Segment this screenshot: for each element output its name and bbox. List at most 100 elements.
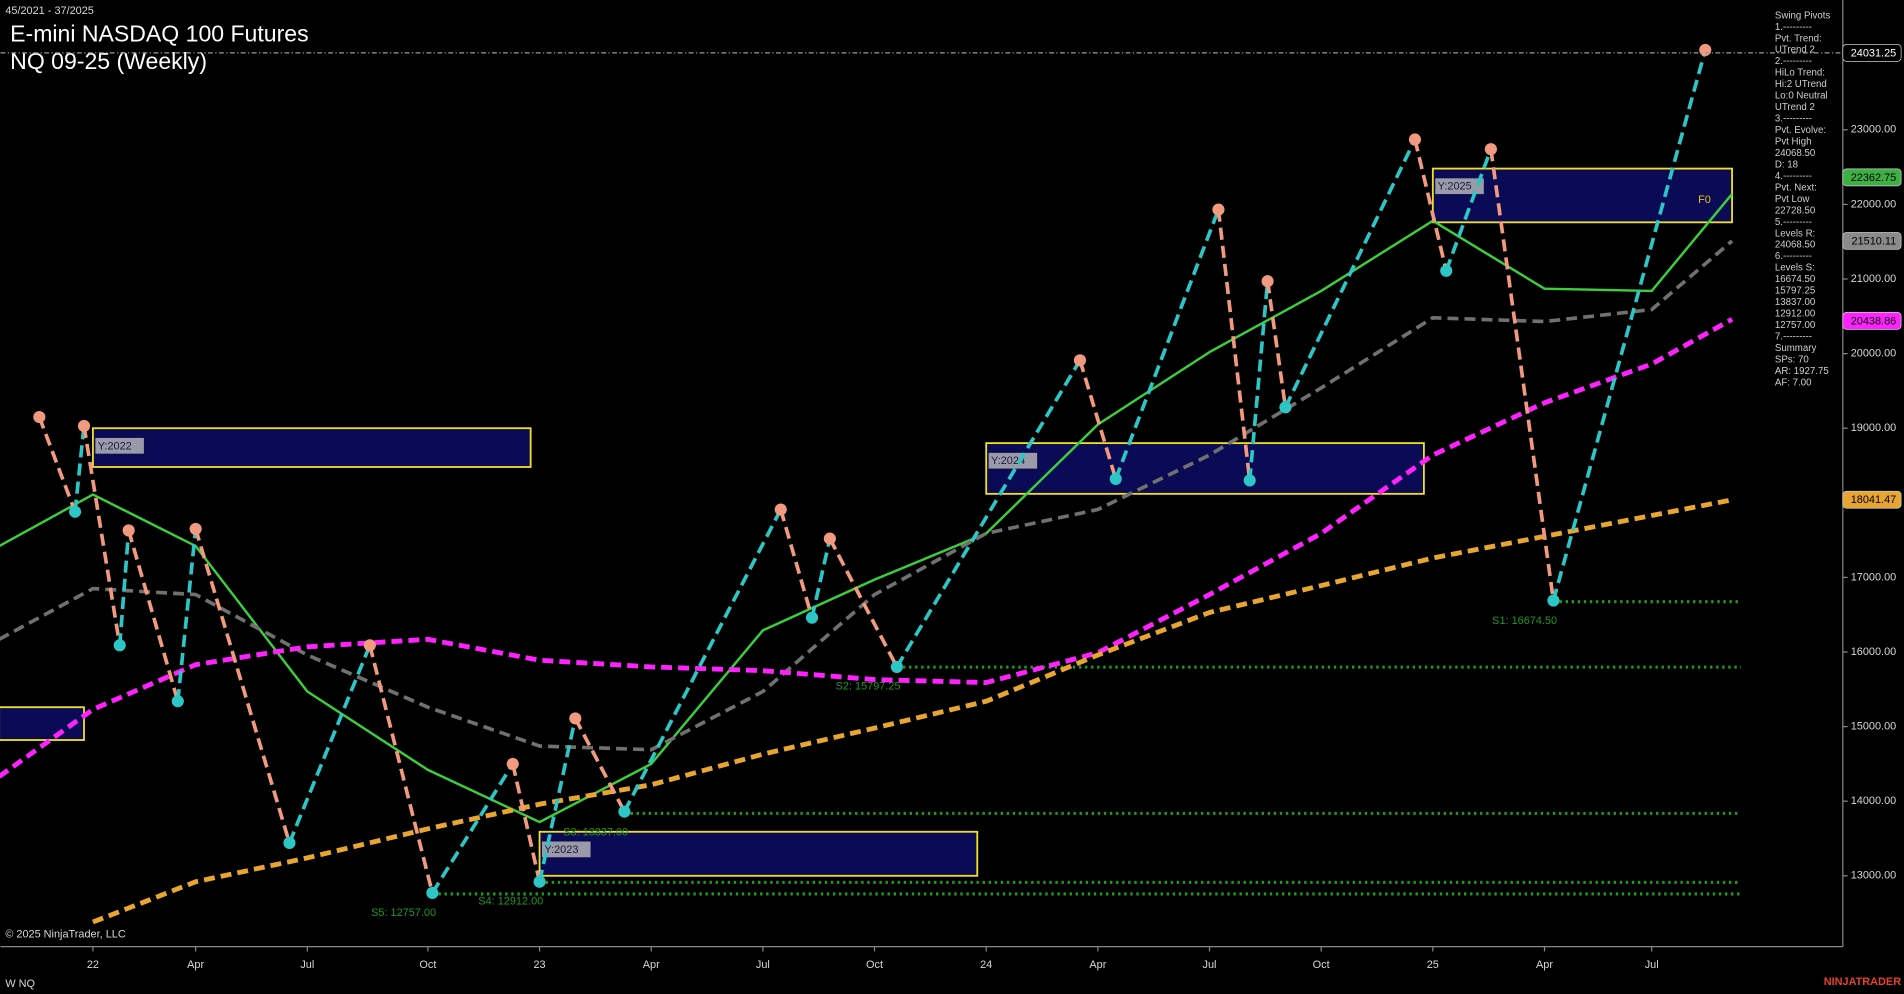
pivot-high: [506, 757, 519, 770]
pivot-low: [533, 875, 546, 888]
swing-leg: [1114, 208, 1221, 480]
pivot-high: [33, 410, 46, 424]
y-tick-label: 13000.00: [1851, 870, 1896, 882]
panel-line: 12757.00: [1775, 320, 1816, 331]
x-tick-label: Apr: [187, 959, 204, 971]
panel-line: 15797.25: [1775, 286, 1815, 297]
x-tick-label: Oct: [866, 959, 883, 971]
price-tag: [1842, 490, 1902, 509]
y-tick-label: 23000.00: [1851, 124, 1896, 136]
pivot-high: [1212, 203, 1225, 216]
swing-leg: [828, 537, 899, 668]
swing-leg: [778, 509, 814, 619]
pivot-low: [618, 805, 631, 818]
x-tick-label: Oct: [419, 959, 436, 971]
zone-label: Y:2023: [544, 844, 578, 856]
swing-leg: [193, 528, 292, 844]
panel-line: Lo:0 Neutral: [1775, 91, 1828, 102]
zone-label-bg: [541, 841, 591, 858]
panel-line: HiLo Trend:: [1775, 68, 1825, 79]
price-tag: [1842, 232, 1902, 250]
swing-leg: [895, 359, 1082, 668]
copyright: © 2025 NinjaTrader, LLC: [5, 928, 126, 940]
pivot-high: [1261, 275, 1274, 288]
y-tick-label: 20000.00: [1851, 347, 1896, 359]
swing-leg: [1444, 148, 1493, 272]
panel-line: AF: 7.00: [1775, 377, 1812, 388]
swing-leg: [1489, 148, 1556, 601]
brand: NINJATRADER: [1824, 976, 1901, 988]
panel-line: Swing Pivots: [1775, 10, 1831, 21]
x-tick-label: Oct: [1313, 959, 1330, 971]
pivot-low: [1243, 474, 1256, 487]
swing-leg: [1247, 281, 1270, 481]
pivot-high: [1408, 133, 1422, 146]
panel-line: Summary: [1775, 343, 1817, 354]
swing-leg: [126, 529, 180, 702]
pivot-high: [122, 524, 135, 537]
moving-average: [0, 193, 1734, 824]
moving-average: [0, 317, 1734, 779]
swing-leg: [1216, 209, 1252, 481]
x-tick-label: Apr: [1536, 959, 1553, 971]
chart-title: E-mini NASDAQ 100 Futures: [10, 20, 308, 46]
pivot-low: [426, 886, 439, 900]
panel-line: Pvt. Trend:: [1775, 33, 1822, 44]
panel-line: Levels R:: [1775, 228, 1815, 239]
swing-leg: [1265, 280, 1288, 408]
x-tick-label: Jul: [756, 959, 770, 971]
yearly-zone: [985, 442, 1425, 495]
y-tick-label: 14000.00: [1851, 795, 1896, 807]
x-tick-label: Jul: [1645, 959, 1659, 971]
support-label: S1: 16674.50: [1492, 615, 1557, 627]
swing-leg: [117, 530, 131, 646]
pivot-low: [1547, 594, 1560, 607]
pivot-low: [805, 611, 819, 624]
x-tick-label: 22: [87, 959, 99, 971]
panel-line: AR: 1927.75: [1775, 366, 1829, 377]
pivot-high: [569, 712, 582, 725]
swing-leg: [1413, 139, 1448, 272]
price-tag: [1842, 312, 1902, 330]
zone-label-bg: [988, 452, 1038, 469]
swing-leg: [82, 425, 122, 646]
panel-line: 13837.00: [1775, 297, 1816, 308]
pivot-low: [171, 695, 184, 708]
pivot-high: [189, 522, 202, 535]
x-tick-label: 24: [980, 959, 992, 971]
date-range: 45/2021 - 37/2025: [5, 5, 94, 17]
panel-line: 4.---------: [1775, 171, 1812, 182]
price-tag: [1842, 44, 1902, 62]
pivot-low: [113, 639, 126, 652]
swing-leg: [622, 508, 783, 813]
panel-line: 2.---------: [1775, 56, 1812, 67]
x-tick-label: 23: [533, 959, 545, 971]
moving-average: [92, 497, 1733, 925]
pivot-high: [1484, 143, 1497, 156]
panel-line: 16674.50: [1775, 274, 1816, 285]
pivot-high: [774, 503, 787, 516]
chart-subtitle: NQ 09-25 (Weekly): [10, 48, 207, 74]
x-tick-label: Jul: [300, 959, 314, 971]
plot-area: Y:2022 Y:2023 Y:2024 Y:2025 F0 S1: 16674.50 S2…: [0, 43, 1742, 925]
panel-line: 24068.50: [1775, 148, 1816, 159]
pivot-high: [363, 639, 376, 652]
moving-average: [0, 239, 1734, 752]
x-tick-label: Apr: [643, 959, 660, 971]
y-tick-label: 22000.00: [1851, 198, 1896, 210]
x-tick-label: Apr: [1089, 959, 1106, 971]
panel-line: 5.---------: [1775, 217, 1812, 228]
pivot-high: [1699, 43, 1712, 57]
panel-line: Pvt. Next:: [1775, 182, 1817, 193]
panel-line: Pvt Low: [1775, 194, 1810, 205]
y-tick-label: 15000.00: [1851, 720, 1896, 732]
pivot-high: [823, 532, 836, 545]
y-tick-label: 19000.00: [1851, 422, 1896, 434]
panel-line: D: 18: [1775, 159, 1798, 170]
pivot-high: [1073, 354, 1087, 367]
price-tag-label: 22362.75: [1851, 172, 1896, 184]
swing-leg: [537, 718, 578, 883]
panel-line: Pvt. Evolve:: [1775, 125, 1826, 136]
